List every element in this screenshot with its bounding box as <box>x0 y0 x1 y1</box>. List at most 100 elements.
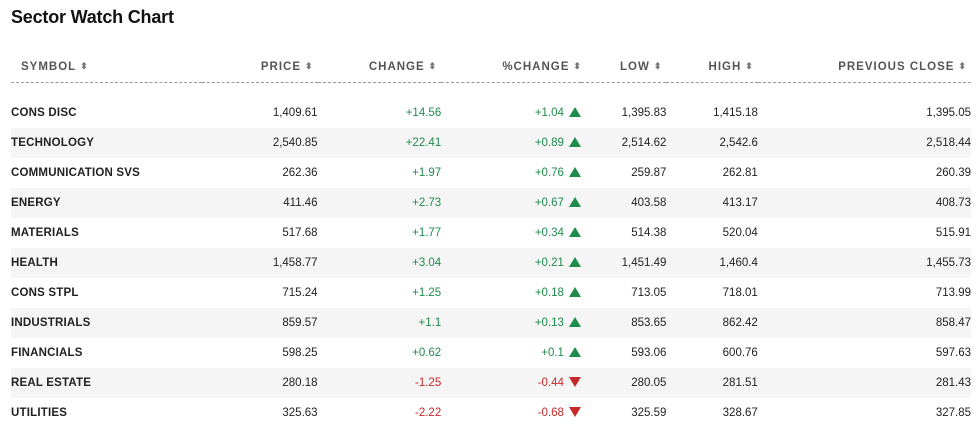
column-header-low[interactable]: LOW ⬍ <box>580 52 667 83</box>
table-row[interactable]: INDUSTRIALS 859.57 +1.1 +0.13 853.65 862… <box>11 308 971 338</box>
change-cell: +1.77 <box>412 227 442 239</box>
low-cell: 1,395.83 <box>621 107 667 119</box>
low-cell: 325.59 <box>631 407 667 419</box>
page-title: Sector Watch Chart <box>11 7 174 27</box>
column-label: PRICE <box>260 61 302 73</box>
pct-change-value: +0.1 <box>541 347 564 359</box>
table-row[interactable]: TECHNOLOGY 2,540.85 +22.41 +0.89 2,514.6… <box>11 128 971 158</box>
price-cell: 411.46 <box>201 188 318 218</box>
symbol-cell[interactable]: MATERIALS <box>11 227 80 239</box>
table-row[interactable]: UTILITIES 325.63 -2.22 -0.68 325.59 328.… <box>11 398 971 428</box>
table-row[interactable]: MATERIALS 517.68 +1.77 +0.34 514.38 520.… <box>11 218 971 248</box>
previous-close-cell: 858.47 <box>757 308 971 338</box>
change-cell: +1.25 <box>412 287 442 299</box>
low-cell: 280.05 <box>580 368 667 398</box>
previous-close-cell: 327.85 <box>935 407 971 419</box>
low-cell: 514.38 <box>631 227 667 239</box>
table-row[interactable]: HEALTH 1,458.77 +3.04 +0.21 1,451.49 1,4… <box>11 248 971 278</box>
low-cell: 713.05 <box>631 287 667 299</box>
pct-change-value: -0.44 <box>537 377 564 389</box>
price-cell: 517.68 <box>282 227 318 239</box>
symbol-cell[interactable]: HEALTH <box>11 248 202 278</box>
column-header-pct-change[interactable]: %CHANGE ⬍ <box>441 52 581 83</box>
triangle-up-icon <box>568 257 581 267</box>
column-header-previous-close[interactable]: PREVIOUS CLOSE ⬍ <box>757 52 971 83</box>
change-cell: +14.56 <box>405 107 442 119</box>
high-cell: 520.04 <box>722 227 758 239</box>
sort-arrows-icon[interactable]: ⬍ <box>573 61 581 71</box>
table-row[interactable]: CONS STPL 715.24 +1.25 +0.18 713.05 718.… <box>11 278 971 308</box>
triangle-down-icon <box>568 407 581 417</box>
sort-arrows-icon[interactable]: ⬍ <box>305 61 313 71</box>
price-cell: 598.25 <box>282 347 318 359</box>
high-cell: 718.01 <box>722 287 758 299</box>
high-cell: 1,460.4 <box>666 248 758 278</box>
symbol-cell[interactable]: REAL ESTATE <box>11 368 202 398</box>
high-cell: 413.17 <box>666 188 758 218</box>
low-cell: 2,514.62 <box>580 128 667 158</box>
price-cell: 859.57 <box>201 308 318 338</box>
pct-change-cell: -0.44 <box>441 368 581 398</box>
symbol-cell[interactable]: INDUSTRIALS <box>11 308 202 338</box>
previous-close-cell: 2,518.44 <box>757 128 971 158</box>
previous-close-cell: 597.63 <box>935 347 971 359</box>
sort-arrows-icon[interactable]: ⬍ <box>80 61 88 71</box>
triangle-up-icon <box>568 197 581 207</box>
price-cell: 1,458.77 <box>201 248 318 278</box>
price-cell: 1,409.61 <box>272 107 318 119</box>
triangle-up-icon <box>568 167 581 177</box>
low-cell: 259.87 <box>631 167 667 179</box>
sort-arrows-icon[interactable]: ⬍ <box>653 61 662 71</box>
previous-close-cell: 408.73 <box>757 188 971 218</box>
pct-change-cell: -0.68 <box>441 398 581 428</box>
sort-arrows-icon[interactable]: ⬍ <box>428 61 437 71</box>
change-cell: +3.04 <box>317 248 442 278</box>
high-cell: 262.81 <box>722 167 758 179</box>
high-cell: 862.42 <box>666 308 758 338</box>
price-cell: 715.24 <box>282 287 318 299</box>
symbol-cell[interactable]: CONS STPL <box>11 287 79 299</box>
triangle-up-icon <box>568 107 581 117</box>
change-cell: -2.22 <box>415 407 442 419</box>
pct-change-cell: +0.67 <box>441 188 581 218</box>
column-header-high[interactable]: HIGH ⬍ <box>666 52 758 83</box>
column-label: PREVIOUS CLOSE <box>838 61 955 73</box>
price-cell: 262.36 <box>282 167 318 179</box>
column-label: HIGH <box>708 61 742 73</box>
table-row[interactable]: ENERGY 411.46 +2.73 +0.67 403.58 413.17 … <box>11 188 971 218</box>
column-label: %CHANGE <box>502 61 570 73</box>
symbol-cell[interactable]: UTILITIES <box>11 407 68 419</box>
symbol-cell[interactable]: TECHNOLOGY <box>11 128 202 158</box>
table-row[interactable]: COMMUNICATION SVS 262.36 +1.97 +0.76 259… <box>11 158 971 188</box>
pct-change-cell: +0.76 <box>441 158 581 188</box>
sort-arrows-icon[interactable]: ⬍ <box>745 61 753 71</box>
pct-change-value: +1.04 <box>534 107 564 119</box>
triangle-up-icon <box>568 227 581 237</box>
previous-close-cell: 260.39 <box>935 167 971 179</box>
symbol-cell[interactable]: CONS DISC <box>11 107 77 119</box>
change-cell: +1.97 <box>412 167 442 179</box>
column-header-price[interactable]: PRICE ⬍ <box>201 52 318 83</box>
price-cell: 2,540.85 <box>201 128 318 158</box>
triangle-up-icon <box>568 347 581 357</box>
column-header-change[interactable]: CHANGE ⬍ <box>317 52 442 83</box>
table-row[interactable]: CONS DISC 1,409.61 +14.56 +1.04 1,395.83… <box>11 98 971 128</box>
column-header-symbol[interactable]: SYMBOL ⬍ <box>11 52 202 83</box>
table-header: SYMBOL ⬍ PRICE ⬍ CHANGE ⬍ %CHANGE ⬍ LOW ⬍ HIG… <box>11 52 971 83</box>
symbol-cell[interactable]: COMMUNICATION SVS <box>11 167 141 179</box>
low-cell: 1,451.49 <box>580 248 667 278</box>
symbol-cell[interactable]: ENERGY <box>11 188 202 218</box>
sort-arrows-icon[interactable]: ⬍ <box>958 61 966 71</box>
column-label: LOW <box>620 61 650 73</box>
table-row[interactable]: FINANCIALS 598.25 +0.62 +0.1 593.06 600.… <box>11 338 971 368</box>
price-cell: 325.63 <box>282 407 318 419</box>
pct-change-value: +0.13 <box>534 317 564 329</box>
change-cell: +22.41 <box>317 128 442 158</box>
table-body: CONS DISC 1,409.61 +14.56 +1.04 1,395.83… <box>11 83 971 429</box>
symbol-cell[interactable]: FINANCIALS <box>11 347 83 359</box>
table-row[interactable]: REAL ESTATE 280.18 -1.25 -0.44 280.05 28… <box>11 368 971 398</box>
sector-table: SYMBOL ⬍ PRICE ⬍ CHANGE ⬍ %CHANGE ⬍ LOW ⬍ HIG… <box>11 52 971 428</box>
pct-change-value: +0.89 <box>534 137 564 149</box>
pct-change-cell: +0.21 <box>441 248 581 278</box>
